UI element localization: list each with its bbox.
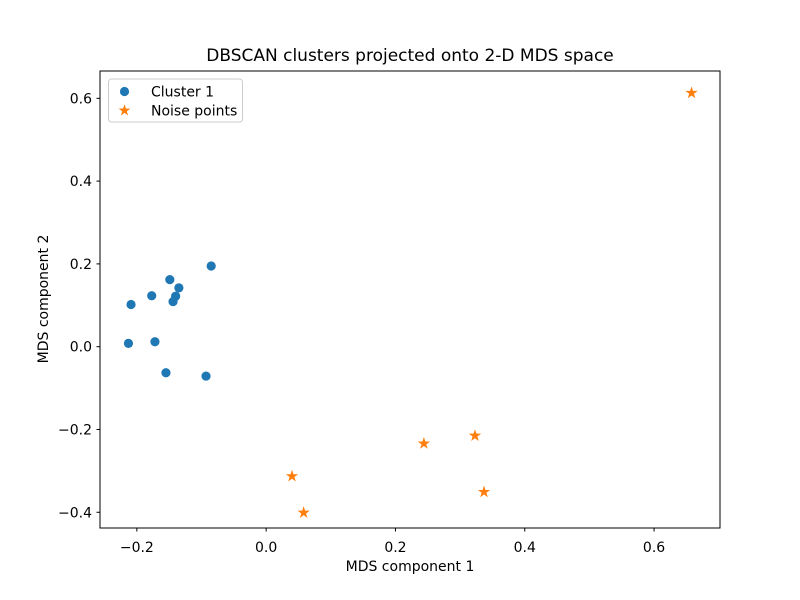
y-axis-label: MDS component 2 [36, 234, 52, 364]
legend-marker-cluster-1 [119, 86, 130, 97]
data-point-cluster-1 [161, 368, 171, 378]
y-tick-label: −0.4 [58, 505, 92, 521]
data-point-noise-points [297, 506, 310, 518]
x-axis-label: MDS component 1 [345, 559, 475, 575]
x-tick-label: 0.6 [643, 540, 665, 556]
plot-background [100, 71, 720, 528]
data-point-cluster-1 [123, 338, 134, 348]
axes-border [99, 70, 721, 529]
data-point-cluster-1 [201, 371, 211, 381]
legend-label-cluster-1: Cluster 1 [151, 85, 214, 101]
data-point-noise-points [685, 86, 698, 99]
data-point-noise-points [477, 485, 491, 498]
x-tick-label: 0.4 [514, 540, 536, 556]
x-tick-label: 0.0 [255, 540, 277, 556]
y-tick-label: 0.6 [70, 91, 92, 107]
data-point-cluster-1 [206, 261, 216, 271]
data-point-noise-points [417, 437, 431, 449]
data-point-cluster-1 [150, 337, 160, 347]
data-point-cluster-1 [168, 296, 178, 307]
y-tick-label: 0.0 [70, 340, 92, 356]
y-tick-label: −0.2 [58, 422, 92, 438]
data-point-cluster-1 [126, 299, 136, 310]
data-point-noise-points [468, 429, 482, 441]
x-tick-label: −0.2 [120, 540, 154, 556]
data-point-noise-points [285, 469, 299, 482]
y-tick-label: 0.2 [70, 257, 92, 273]
chart-title: DBSCAN clusters projected onto 2-D MDS s… [206, 46, 614, 66]
data-point-cluster-1 [174, 283, 184, 293]
data-point-cluster-1 [147, 291, 157, 301]
legend-label-noise-points: Noise points [151, 104, 237, 120]
x-tick-label: 0.2 [384, 540, 406, 556]
legend-marker-noise-points [118, 104, 131, 116]
data-point-cluster-1 [165, 275, 175, 285]
legend-box [108, 78, 243, 123]
y-tick-label: 0.4 [70, 174, 92, 190]
